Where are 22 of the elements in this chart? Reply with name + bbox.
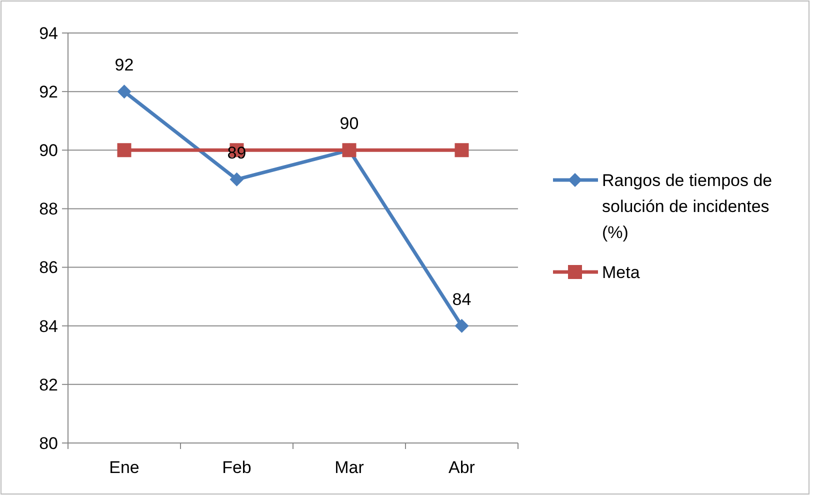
y-tick-label: 84: [39, 316, 58, 336]
data-label: 92: [114, 56, 134, 75]
point: [454, 143, 469, 158]
y-tick-label: 86: [39, 258, 58, 278]
y-tick-label: 90: [39, 141, 58, 160]
y-tick-label: 82: [39, 375, 58, 394]
point: [230, 172, 244, 186]
x-tick-label: Ene: [109, 458, 140, 477]
y-tick-label: 94: [39, 24, 58, 43]
x-tick-label: Abr: [448, 458, 476, 477]
point: [454, 318, 469, 333]
point: [117, 84, 132, 99]
legend-label: Meta: [602, 262, 640, 282]
y-tick-label: 80: [39, 434, 58, 453]
y-tick-label: 88: [39, 200, 58, 219]
point: [117, 143, 132, 158]
data-label: 84: [452, 290, 472, 309]
x-tick-label: Feb: [222, 458, 252, 477]
y-tick-label: 92: [39, 82, 58, 102]
data-label: 90: [340, 114, 359, 134]
legend-label: Rangos de tiempos de solución de incidentes (%): [602, 170, 772, 242]
x-tick-label: Mar: [334, 458, 364, 477]
